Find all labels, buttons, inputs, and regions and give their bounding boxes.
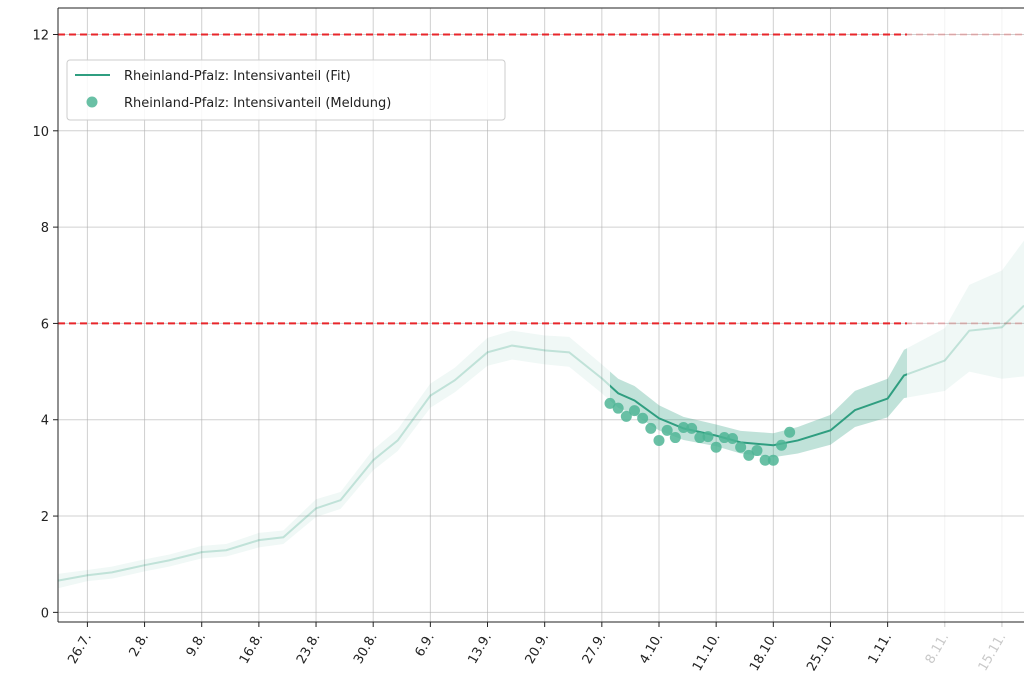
data-point <box>604 397 616 409</box>
data-point <box>661 424 673 436</box>
x-tick-label: 1.11. <box>866 631 896 667</box>
x-tick-label: 27.9. <box>580 631 610 667</box>
x-tick-label: 4.10. <box>637 631 667 667</box>
data-point <box>620 410 632 422</box>
data-point <box>767 454 779 466</box>
data-point <box>751 445 763 457</box>
y-tick-label: 12 <box>32 28 49 43</box>
data-point <box>694 432 706 444</box>
x-tick-label: 30.8. <box>351 631 381 667</box>
x-tick-label: 16.8. <box>237 631 267 667</box>
x-tick-label: 6.9. <box>412 631 437 660</box>
legend-label: Rheinland-Pfalz: Intensivanteil (Fit) <box>124 69 351 84</box>
x-tick-label: 20.9. <box>523 631 553 667</box>
data-point <box>726 433 738 445</box>
data-point <box>628 405 640 417</box>
legend-label: Rheinland-Pfalz: Intensivanteil (Meldung… <box>124 96 391 111</box>
y-tick-label: 4 <box>41 414 49 429</box>
x-tick-label: 9.8. <box>184 631 209 660</box>
x-tick-label: 8.11. <box>923 631 953 667</box>
confidence-band <box>58 240 1024 589</box>
data-point <box>669 432 681 444</box>
data-point <box>784 426 796 438</box>
x-tick-label: 25.10. <box>804 631 838 674</box>
x-tick-label: 2.8. <box>127 631 152 660</box>
y-tick-label: 6 <box>41 317 49 332</box>
legend-box <box>66 59 506 121</box>
data-point <box>702 431 714 443</box>
data-point <box>645 422 657 434</box>
data-point <box>612 402 624 414</box>
y-tick-label: 2 <box>41 510 49 525</box>
data-point <box>637 412 649 424</box>
data-point <box>759 454 771 466</box>
x-tick-label: 13.9. <box>465 631 495 667</box>
x-tick-label: 26.7. <box>65 631 95 667</box>
x-tick-label: 11.10. <box>690 631 724 674</box>
data-point <box>718 432 730 444</box>
data-point <box>710 441 722 453</box>
data-point <box>775 439 787 451</box>
data-point <box>686 422 698 434</box>
y-tick-label: 10 <box>32 125 49 140</box>
x-tick-label: 18.10. <box>747 631 781 674</box>
legend: Rheinland-Pfalz: Intensivanteil (Fit) Rhe… <box>66 59 506 121</box>
y-tick-label: 8 <box>41 221 49 236</box>
data-point <box>653 434 665 446</box>
legend-marker <box>86 96 98 108</box>
y-tick-label: 0 <box>41 606 49 621</box>
fit-line <box>57 304 1024 582</box>
data-point <box>743 449 755 461</box>
data-point <box>677 421 689 433</box>
data-point <box>735 441 747 453</box>
x-tick-label: 15.11. <box>976 631 1010 674</box>
x-tick-label: 23.8. <box>294 631 324 667</box>
